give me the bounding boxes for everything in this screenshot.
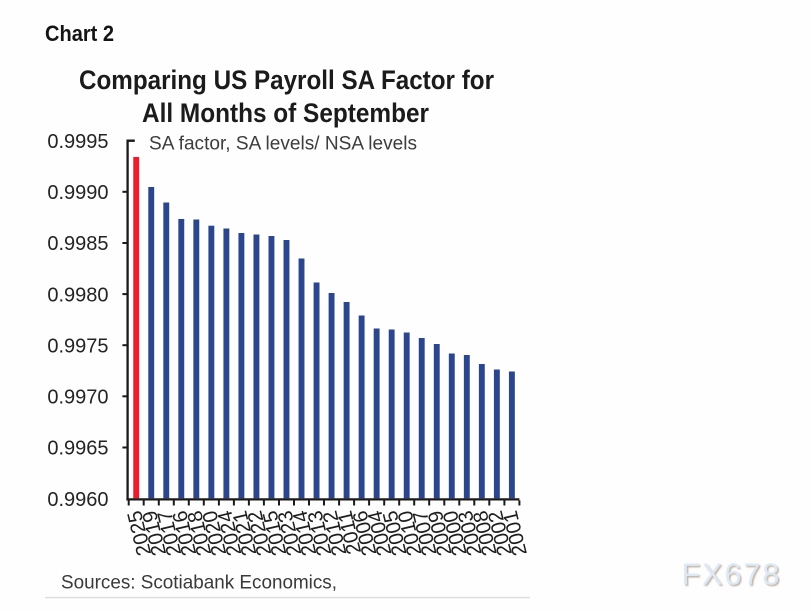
svg-text:0.9980: 0.9980 <box>47 284 108 306</box>
svg-text:0.9975: 0.9975 <box>47 335 108 357</box>
svg-text:0.9970: 0.9970 <box>47 387 108 409</box>
svg-text:Chart 2: Chart 2 <box>45 21 114 46</box>
svg-text:0.9960: 0.9960 <box>47 489 108 511</box>
svg-text:0.9990: 0.9990 <box>47 182 108 204</box>
svg-text:All Months of September: All Months of September <box>142 98 429 128</box>
svg-text:0.9965: 0.9965 <box>47 438 108 460</box>
svg-text:0.9985: 0.9985 <box>47 233 108 255</box>
svg-text:SA factor, SA levels/ NSA leve: SA factor, SA levels/ NSA levels <box>149 134 417 155</box>
svg-text:0.9995: 0.9995 <box>47 131 108 153</box>
svg-text:Comparing US Payroll SA Factor: Comparing US Payroll SA Factor for <box>79 65 494 95</box>
svg-text:Sources: Scotiabank Economics,: Sources: Scotiabank Economics, <box>61 572 337 594</box>
svg-text:FX678: FX678 <box>682 558 782 592</box>
svg-text:FX678: FX678 <box>683 559 783 593</box>
